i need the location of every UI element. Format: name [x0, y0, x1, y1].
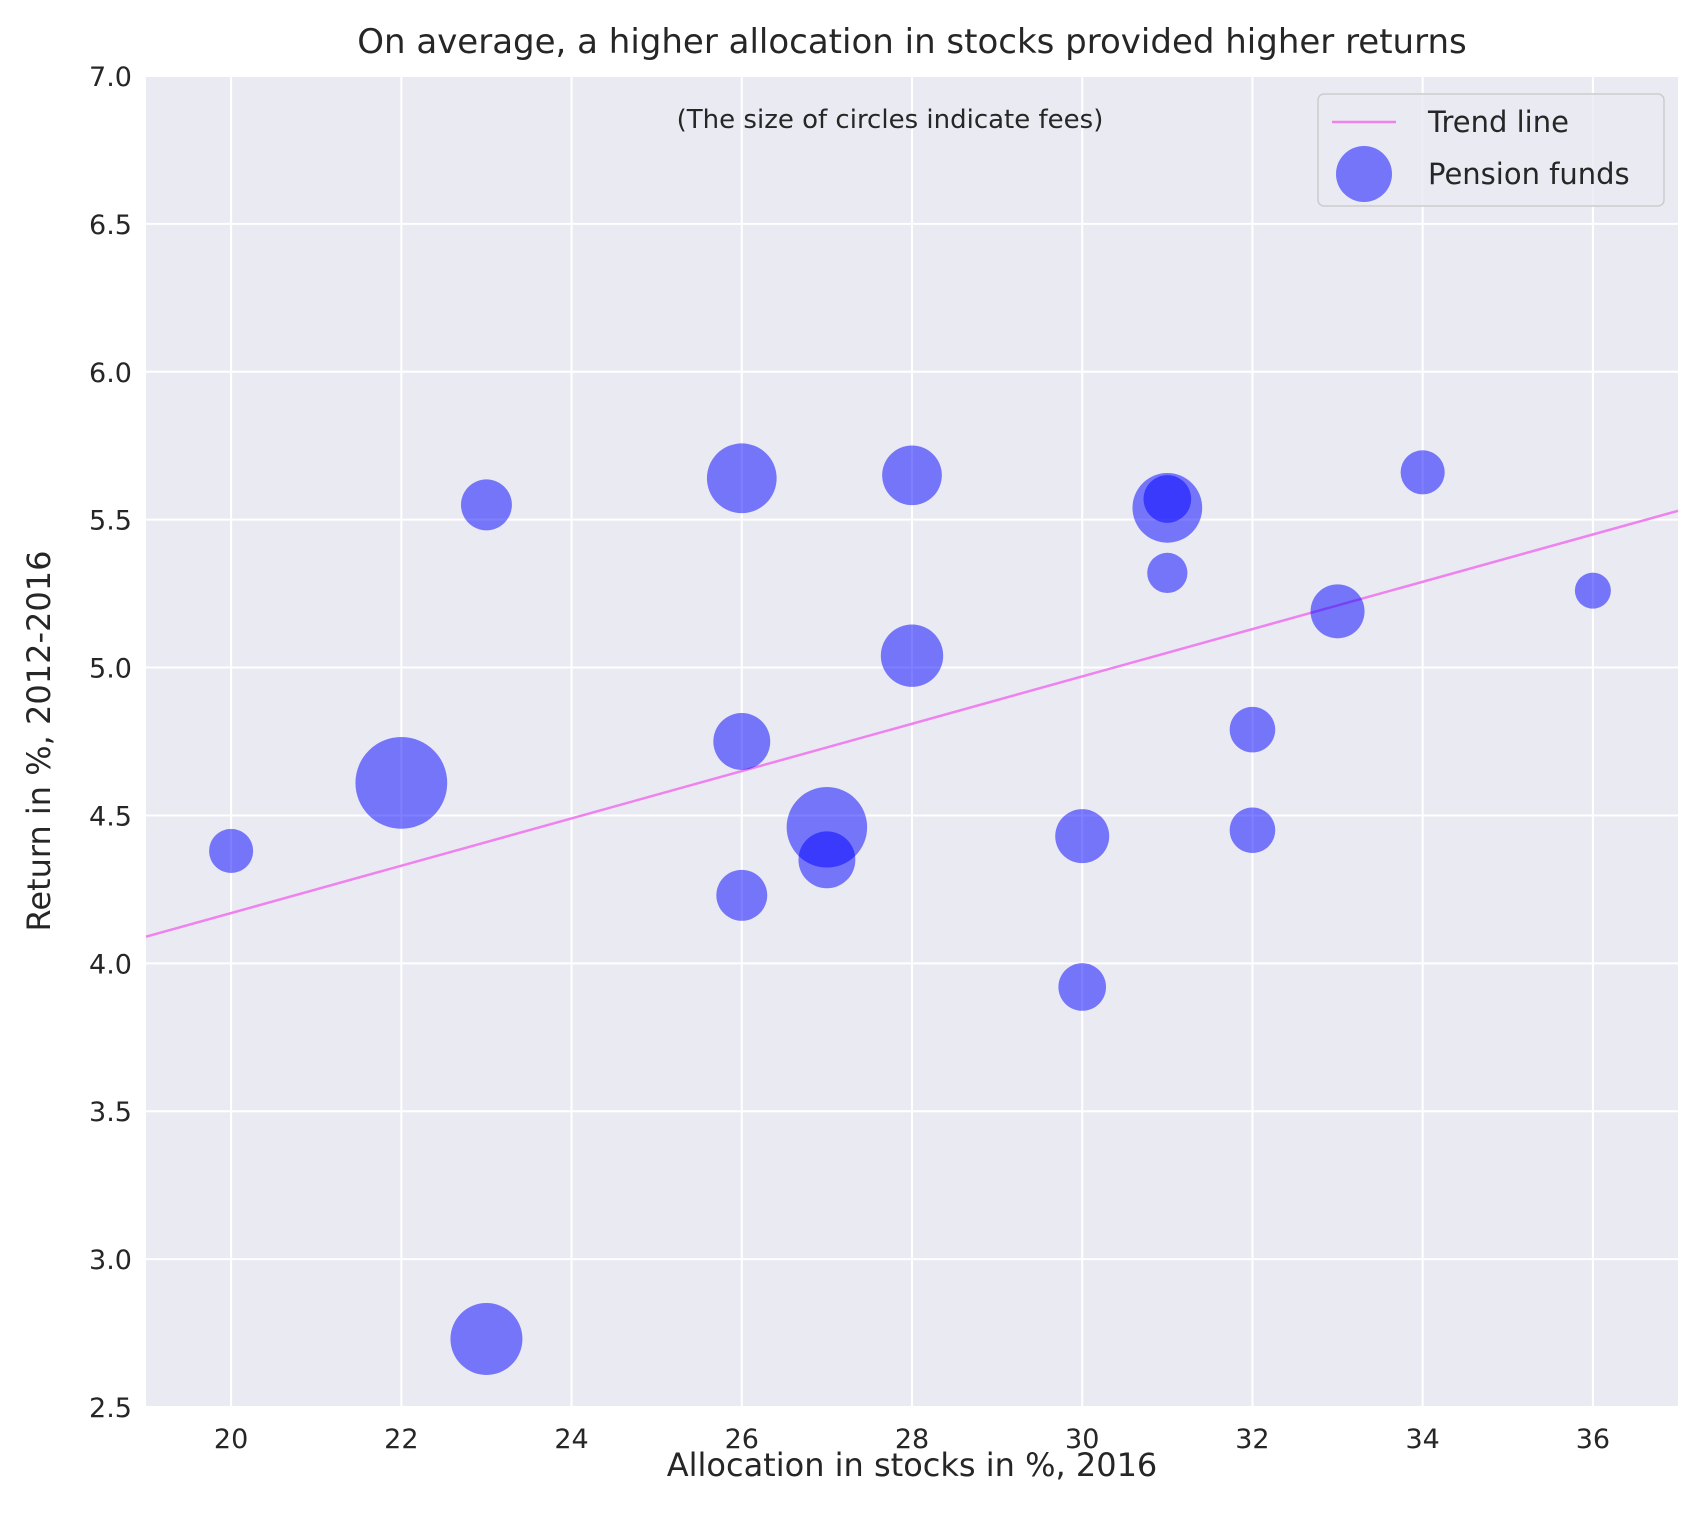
pension-fund-bubble	[450, 1302, 523, 1375]
legend-bubble-swatch	[1336, 146, 1392, 202]
x-tick-labels: 20 22 24 26 28 30 32 34 36	[214, 1424, 1610, 1455]
x-tick-label: 24	[554, 1424, 588, 1455]
y-tick-labels: 2.5 3.0 3.5 4.0 4.5 5.0 5.5 6.0 6.5 7.0	[89, 62, 132, 1424]
pension-fund-bubble	[1229, 807, 1276, 854]
pension-fund-bubble	[882, 445, 942, 506]
pension-fund-bubble	[880, 624, 944, 687]
pension-fund-bubble	[713, 713, 771, 770]
bubble-layer	[209, 443, 1611, 1375]
pension-fund-bubble	[1574, 572, 1611, 609]
trend-line	[145, 509, 1679, 938]
pension-fund-bubble	[1147, 552, 1188, 594]
x-axis-label: Allocation in stocks in %, 2016	[667, 1446, 1158, 1484]
x-tick-label: 32	[1235, 1424, 1269, 1455]
y-tick-label: 4.5	[89, 801, 132, 832]
x-tick-label: 22	[384, 1424, 418, 1455]
y-tick-label: 3.0	[89, 1245, 132, 1276]
trend-line-layer	[145, 509, 1679, 938]
pension-fund-bubble	[1055, 809, 1110, 864]
x-tick-label: 20	[214, 1424, 248, 1455]
pension-fund-bubble	[1143, 475, 1192, 523]
x-tick-label: 26	[725, 1424, 759, 1455]
legend-box	[1317, 93, 1665, 207]
y-tick-label: 5.5	[89, 506, 132, 537]
legend-trend-label: Trend line	[1427, 105, 1569, 139]
pension-fund-bubble	[706, 443, 777, 514]
y-tick-label: 4.0	[89, 949, 132, 980]
pension-fund-bubble	[1058, 963, 1107, 1011]
y-tick-label: 7.0	[89, 62, 132, 93]
x-tick-label: 34	[1405, 1424, 1439, 1455]
pension-fund-bubble	[460, 479, 512, 531]
pension-fund-bubble	[1400, 450, 1445, 495]
y-tick-label: 5.0	[89, 654, 132, 685]
legend: Trend line Pension funds	[1317, 93, 1665, 207]
y-tick-label: 2.5	[89, 1393, 132, 1424]
x-tick-label: 36	[1576, 1424, 1610, 1455]
legend-bubble-label: Pension funds	[1428, 157, 1630, 191]
chart-title: On average, a higher allocation in stock…	[357, 22, 1467, 62]
chart-annotation: (The size of circles indicate fees)	[677, 105, 1104, 135]
y-tick-label: 6.5	[89, 210, 132, 241]
y-axis-label: Return in %, 2012-2016	[20, 551, 58, 932]
pension-fund-bubble	[1310, 584, 1365, 639]
x-tick-label: 30	[1065, 1424, 1099, 1455]
x-tick-label: 28	[895, 1424, 929, 1455]
pension-fund-bubble	[355, 737, 448, 829]
pension-fund-bubble	[209, 828, 254, 873]
y-tick-label: 6.0	[89, 358, 132, 389]
pension-fund-bubble	[1229, 706, 1276, 753]
pension-fund-bubble	[716, 869, 768, 921]
pension-fund-bubble	[798, 831, 856, 889]
y-tick-label: 3.5	[89, 1097, 132, 1128]
